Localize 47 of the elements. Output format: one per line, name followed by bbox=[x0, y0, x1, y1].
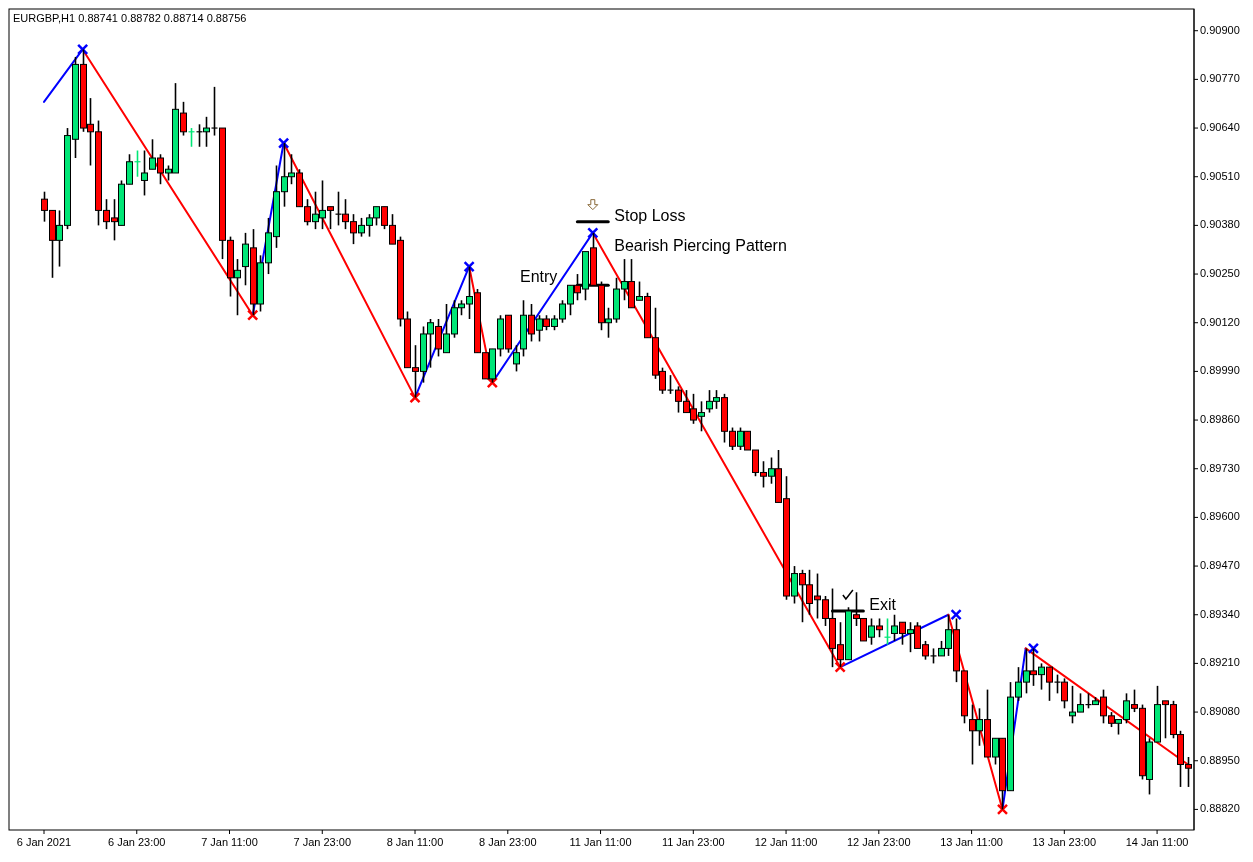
legend-label: Exit bbox=[869, 595, 897, 613]
candlestick bbox=[513, 344, 520, 373]
y-tick-label: 0.89860 bbox=[1200, 412, 1240, 425]
x-tick-label: 12 Jan 11:00 bbox=[754, 836, 818, 848]
x-tick-label: 14 Jan 11:00 bbox=[1125, 836, 1189, 848]
point bbox=[834, 661, 846, 673]
x-tick-label: 13 Jan 23:00 bbox=[1032, 836, 1097, 848]
x-tick-label: 7 Jan 11:00 bbox=[201, 836, 258, 848]
point bbox=[76, 43, 89, 56]
series-label: Stop Loss bbox=[614, 206, 686, 224]
y-tick-label: 0.88950 bbox=[1200, 753, 1240, 766]
x-tick-label: 8 Jan 23:00 bbox=[479, 836, 537, 848]
candlestick bbox=[141, 149, 148, 197]
point bbox=[950, 608, 962, 621]
y-tick-label: 0.89730 bbox=[1200, 461, 1240, 474]
series-label: Entry bbox=[520, 268, 558, 286]
y-tick-label: 0.90120 bbox=[1200, 315, 1240, 328]
y-tick-label: 0.89470 bbox=[1200, 558, 1240, 571]
annotation: Bearish Piercing Pattern bbox=[614, 236, 787, 254]
point bbox=[277, 137, 290, 149]
x-tick-label: 11 Jan 23:00 bbox=[661, 836, 725, 848]
x-tick-label: 7 Jan 23:00 bbox=[293, 836, 352, 848]
y-tick-label: 0.90770 bbox=[1200, 72, 1240, 85]
x-tick-label: 13 Jan 11:00 bbox=[940, 836, 1003, 848]
chart-title: EURGBP,H1 0.88741 0.88782 0.88714 0.88756 bbox=[13, 12, 247, 24]
x-tick-label: 11 Jan 11:00 bbox=[569, 836, 632, 848]
y-tick-label: 0.89990 bbox=[1200, 364, 1240, 377]
y-tick-label: 0.90510 bbox=[1200, 169, 1240, 182]
point bbox=[409, 391, 421, 404]
y-tick-label: 0.89340 bbox=[1200, 607, 1240, 620]
point bbox=[246, 309, 259, 321]
y-tick-label: 0.90900 bbox=[1200, 23, 1240, 36]
point bbox=[463, 260, 475, 273]
x-tick-label: 8 Jan 11:00 bbox=[386, 836, 444, 848]
y-tick-label: 0.90380 bbox=[1200, 218, 1240, 231]
point bbox=[1027, 642, 1040, 655]
point bbox=[996, 803, 1009, 816]
y-tick-label: 0.89600 bbox=[1200, 510, 1240, 523]
x-tick-label: 12 Jan 23:00 bbox=[847, 836, 911, 848]
y-tick-label: 0.90640 bbox=[1200, 120, 1240, 133]
x-tick-label: 6 Jan 2021 bbox=[16, 836, 72, 848]
point bbox=[587, 227, 599, 239]
y-tick-label: 0.88820 bbox=[1200, 802, 1240, 815]
y-tick-label: 0.89210 bbox=[1200, 656, 1240, 669]
y-tick-label: 0.90250 bbox=[1200, 266, 1240, 279]
y-tick-label: 0.89080 bbox=[1200, 704, 1240, 717]
x-tick-label: 6 Jan 23:00 bbox=[108, 836, 166, 848]
